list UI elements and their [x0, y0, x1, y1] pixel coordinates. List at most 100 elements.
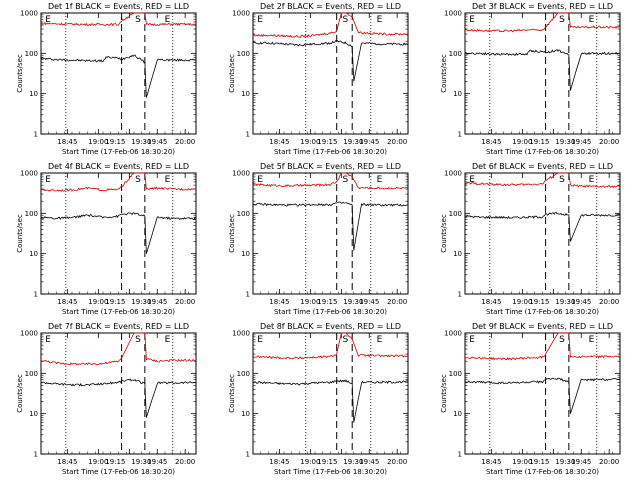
- series-line-lld: [40, 172, 197, 193]
- x-tick-label: 19:15: [105, 298, 125, 306]
- y-tick-label: 1: [458, 291, 462, 299]
- event-marker-e: E: [469, 15, 475, 25]
- y-tick-label: 100: [25, 210, 38, 218]
- event-marker-e: E: [469, 175, 475, 185]
- x-tick-label: 19:30: [343, 138, 363, 146]
- x-tick-label: 20:00: [599, 458, 619, 466]
- x-tick-label: 19:15: [529, 298, 549, 306]
- series-line-lld: [464, 172, 621, 189]
- event-marker-s: S: [559, 335, 565, 345]
- plot-frame: [252, 12, 409, 135]
- event-marker-e: E: [257, 175, 263, 185]
- event-marker-e: E: [165, 15, 171, 25]
- event-marker-e: E: [45, 175, 51, 185]
- y-tick-label: 100: [449, 370, 462, 378]
- y-tick-label: 100: [449, 50, 462, 58]
- series-line-events: [464, 49, 621, 91]
- x-tick-label: 19:00: [512, 458, 532, 466]
- event-marker-s: S: [342, 15, 348, 25]
- x-tick-label: 19:00: [300, 138, 320, 146]
- x-tick-label: 19:00: [88, 138, 108, 146]
- x-tick-label: 19:45: [147, 138, 167, 146]
- x-tick-label: 18:45: [481, 298, 501, 306]
- series-line-lld: [252, 12, 409, 39]
- chart-title: Det 4f BLACK = Events, RED = LLD: [48, 162, 189, 171]
- series-line-lld: [464, 12, 621, 33]
- plot-frame: [252, 172, 409, 295]
- x-tick-label: 18:45: [57, 458, 77, 466]
- x-axis-label: Start Time (17-Feb-06 18:30:20): [62, 468, 175, 476]
- x-tick-label: 19:30: [131, 458, 151, 466]
- x-axis-label: Start Time (17-Feb-06 18:30:20): [274, 468, 387, 476]
- event-marker-e: E: [377, 335, 383, 345]
- y-tick-label: 1: [458, 451, 462, 459]
- x-tick-label: 19:15: [317, 298, 337, 306]
- x-axis-label: Start Time (17-Feb-06 18:30:20): [486, 308, 599, 316]
- y-tick-label: 1000: [444, 330, 462, 338]
- x-tick-label: 19:15: [529, 138, 549, 146]
- x-tick-label: 20:00: [387, 138, 407, 146]
- x-tick-label: 19:00: [88, 298, 108, 306]
- y-tick-label: 1000: [232, 330, 250, 338]
- chart-title: Det 6f BLACK = Events, RED = LLD: [472, 162, 613, 171]
- chart-panel-8: Det 8f BLACK = Events, RED = LLD 1 10 100 10…: [228, 322, 409, 476]
- chart-panel-5: Det 5f BLACK = Events, RED = LLD 1 10 100 10…: [228, 162, 409, 316]
- chart-panel-1: Det 1f BLACK = Events, RED = LLD 1 10 100 10…: [16, 2, 197, 156]
- event-marker-s: S: [135, 15, 141, 25]
- y-tick-label: 10: [453, 410, 462, 418]
- y-tick-label: 1: [458, 131, 462, 139]
- event-marker-e: E: [165, 175, 171, 185]
- y-axis-label: Counts/sec: [440, 54, 448, 93]
- x-tick-label: 18:45: [57, 138, 77, 146]
- y-axis-label: Counts/sec: [440, 214, 448, 253]
- y-tick-label: 10: [241, 90, 250, 98]
- x-tick-label: 19:00: [300, 458, 320, 466]
- event-marker-s: S: [342, 335, 348, 345]
- y-axis-label: Counts/sec: [228, 214, 236, 253]
- x-tick-label: 19:45: [571, 298, 591, 306]
- y-axis-label: Counts/sec: [16, 214, 24, 253]
- x-axis-label: Start Time (17-Feb-06 18:30:20): [274, 148, 387, 156]
- x-tick-label: 19:30: [555, 138, 575, 146]
- y-axis-label: Counts/sec: [440, 374, 448, 413]
- series-line-events: [464, 377, 621, 414]
- y-tick-label: 1000: [444, 10, 462, 18]
- chart-title: Det 7f BLACK = Events, RED = LLD: [48, 322, 189, 331]
- y-tick-label: 1: [34, 291, 38, 299]
- series-line-events: [252, 379, 409, 423]
- y-tick-label: 1: [246, 291, 250, 299]
- y-tick-label: 10: [29, 250, 38, 258]
- y-tick-label: 10: [29, 410, 38, 418]
- event-marker-e: E: [589, 335, 595, 345]
- y-tick-label: 1: [246, 131, 250, 139]
- series-line-events: [40, 212, 197, 254]
- y-tick-label: 100: [25, 50, 38, 58]
- y-tick-label: 1000: [20, 330, 38, 338]
- x-axis-label: Start Time (17-Feb-06 18:30:20): [274, 308, 387, 316]
- x-tick-label: 18:45: [481, 458, 501, 466]
- series-line-lld: [252, 172, 409, 190]
- x-tick-label: 19:45: [571, 138, 591, 146]
- x-tick-label: 19:45: [359, 138, 379, 146]
- series-line-events: [40, 54, 197, 98]
- x-tick-label: 19:00: [512, 298, 532, 306]
- y-tick-label: 1000: [232, 170, 250, 178]
- x-tick-label: 20:00: [599, 138, 619, 146]
- x-axis-label: Start Time (17-Feb-06 18:30:20): [62, 148, 175, 156]
- y-tick-label: 100: [237, 50, 250, 58]
- x-axis-label: Start Time (17-Feb-06 18:30:20): [486, 468, 599, 476]
- y-tick-label: 10: [241, 250, 250, 258]
- chart-panel-4: Det 4f BLACK = Events, RED = LLD 1 10 100 10…: [16, 162, 197, 316]
- x-tick-label: 18:45: [269, 138, 289, 146]
- x-tick-label: 19:15: [317, 138, 337, 146]
- x-tick-label: 19:45: [147, 298, 167, 306]
- event-marker-e: E: [377, 175, 383, 185]
- event-marker-s: S: [135, 175, 141, 185]
- chart-title: Det 8f BLACK = Events, RED = LLD: [260, 322, 401, 331]
- y-tick-label: 100: [237, 210, 250, 218]
- y-tick-label: 1: [246, 451, 250, 459]
- x-tick-label: 19:00: [512, 138, 532, 146]
- chart-panel-3: Det 3f BLACK = Events, RED = LLD 1 10 100 10…: [440, 2, 621, 156]
- series-line-lld: [40, 332, 197, 366]
